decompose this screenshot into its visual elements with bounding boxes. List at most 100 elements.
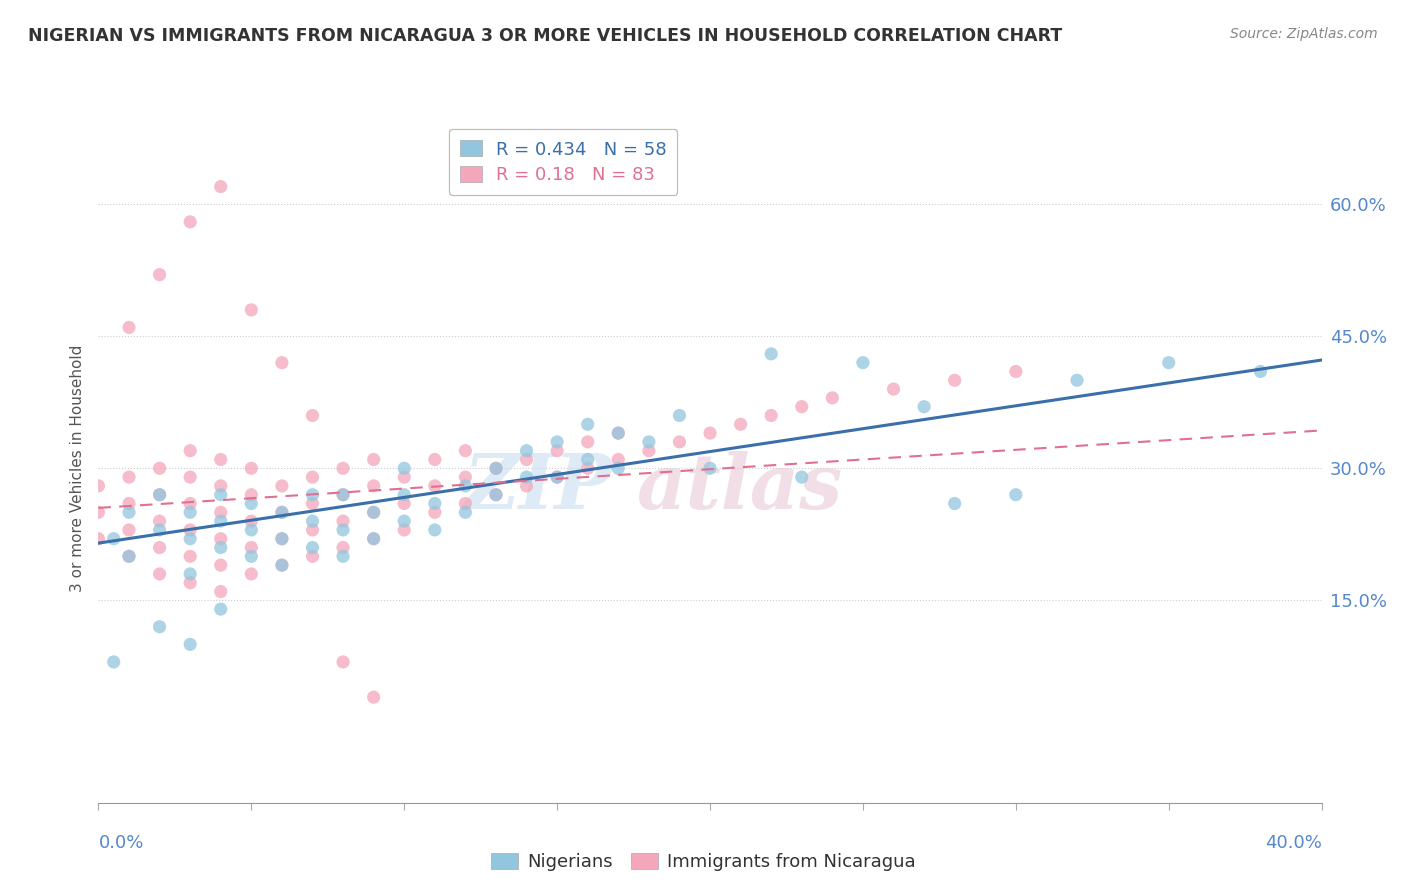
Point — [179, 523, 201, 537]
Point — [149, 566, 172, 581]
Point — [392, 523, 416, 537]
Point — [1249, 364, 1271, 378]
Point — [118, 549, 141, 564]
Text: 40.0%: 40.0% — [1265, 834, 1322, 852]
Point — [454, 505, 477, 519]
Point — [179, 443, 201, 458]
Point — [301, 470, 323, 484]
Point — [301, 523, 323, 537]
Point — [607, 461, 630, 475]
Point — [516, 470, 538, 484]
Point — [1066, 373, 1088, 387]
Point — [363, 690, 385, 705]
Point — [454, 496, 477, 510]
Point — [759, 409, 782, 423]
Text: Source: ZipAtlas.com: Source: ZipAtlas.com — [1230, 27, 1378, 41]
Point — [209, 452, 232, 467]
Point — [209, 488, 232, 502]
Point — [699, 426, 721, 441]
Point — [270, 505, 292, 519]
Point — [301, 496, 323, 510]
Point — [270, 505, 292, 519]
Point — [332, 514, 354, 528]
Point — [332, 655, 354, 669]
Point — [209, 505, 232, 519]
Point — [576, 434, 599, 449]
Point — [118, 523, 141, 537]
Point — [270, 479, 292, 493]
Point — [363, 532, 385, 546]
Point — [209, 541, 232, 555]
Point — [118, 320, 141, 334]
Point — [209, 479, 232, 493]
Point — [118, 470, 141, 484]
Point — [179, 532, 201, 546]
Point — [1004, 488, 1026, 502]
Point — [332, 549, 354, 564]
Point — [637, 434, 661, 449]
Point — [516, 443, 538, 458]
Point — [179, 215, 201, 229]
Point — [546, 434, 568, 449]
Point — [301, 549, 323, 564]
Point — [546, 470, 568, 484]
Point — [270, 558, 292, 573]
Text: ZIP: ZIP — [464, 451, 612, 525]
Point — [301, 514, 323, 528]
Point — [332, 461, 354, 475]
Point — [392, 496, 416, 510]
Point — [516, 479, 538, 493]
Point — [301, 541, 323, 555]
Point — [607, 452, 630, 467]
Point — [103, 655, 125, 669]
Point — [332, 523, 354, 537]
Point — [363, 532, 385, 546]
Point — [607, 426, 630, 441]
Point — [179, 637, 201, 651]
Legend: R = 0.434   N = 58, R = 0.18   N = 83: R = 0.434 N = 58, R = 0.18 N = 83 — [449, 129, 678, 194]
Point — [392, 514, 416, 528]
Point — [179, 505, 201, 519]
Point — [149, 461, 172, 475]
Point — [668, 434, 690, 449]
Point — [546, 470, 568, 484]
Point — [179, 575, 201, 590]
Point — [103, 532, 125, 546]
Point — [209, 179, 232, 194]
Point — [240, 514, 263, 528]
Point — [179, 549, 201, 564]
Point — [270, 558, 292, 573]
Point — [423, 523, 446, 537]
Point — [821, 391, 844, 405]
Point — [87, 505, 110, 519]
Point — [759, 347, 782, 361]
Point — [852, 356, 875, 370]
Point — [240, 488, 263, 502]
Point — [209, 514, 232, 528]
Point — [209, 558, 232, 573]
Point — [149, 514, 172, 528]
Point — [912, 400, 935, 414]
Point — [699, 461, 721, 475]
Point — [240, 541, 263, 555]
Point — [149, 268, 172, 282]
Point — [179, 566, 201, 581]
Y-axis label: 3 or more Vehicles in Household: 3 or more Vehicles in Household — [69, 344, 84, 592]
Point — [363, 479, 385, 493]
Point — [637, 443, 661, 458]
Point — [270, 532, 292, 546]
Point — [332, 541, 354, 555]
Point — [790, 470, 813, 484]
Text: NIGERIAN VS IMMIGRANTS FROM NICARAGUA 3 OR MORE VEHICLES IN HOUSEHOLD CORRELATIO: NIGERIAN VS IMMIGRANTS FROM NICARAGUA 3 … — [28, 27, 1063, 45]
Point — [301, 488, 323, 502]
Point — [149, 541, 172, 555]
Point — [363, 452, 385, 467]
Point — [607, 426, 630, 441]
Point — [576, 452, 599, 467]
Point — [485, 488, 508, 502]
Point — [485, 461, 508, 475]
Point — [943, 373, 966, 387]
Point — [87, 479, 110, 493]
Point — [392, 488, 416, 502]
Legend: Nigerians, Immigrants from Nicaragua: Nigerians, Immigrants from Nicaragua — [484, 846, 922, 879]
